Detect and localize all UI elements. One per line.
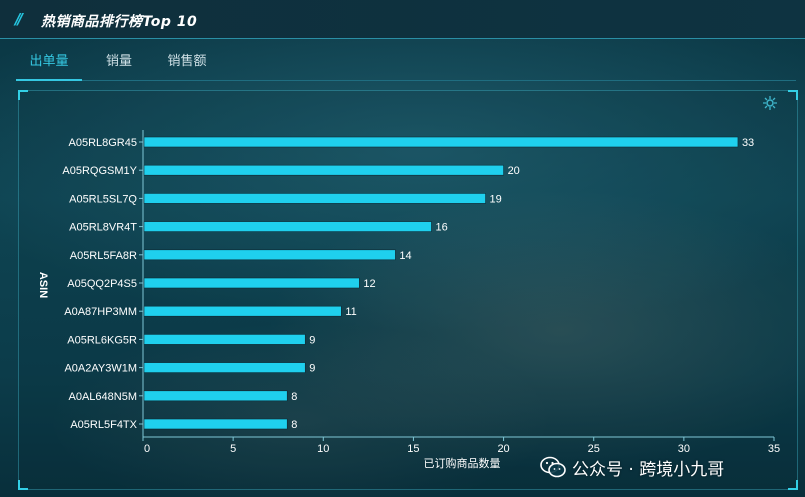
bar-value-label: 33: [742, 137, 754, 149]
tab-sales-amount[interactable]: 销售额: [167, 54, 207, 69]
panel-corner: [18, 480, 28, 490]
bar: [143, 362, 306, 373]
watermark-text: 公众号 · 跨境小九哥: [572, 459, 725, 480]
y-tick-label: A05QQ2P4S5: [67, 278, 137, 290]
y-tick-label: A0A87HP3MM: [64, 306, 137, 318]
y-tick-label: A05RL5SL7Q: [69, 193, 137, 205]
bar-value-label: 16: [435, 222, 447, 234]
wechat-icon: [540, 456, 566, 478]
bar-value-label: 8: [291, 419, 297, 431]
y-tick-label: A0A2AY3W1M: [64, 363, 137, 375]
x-tick-label: 15: [407, 443, 419, 455]
tab-orders[interactable]: 出单量: [16, 46, 82, 81]
panel-title: 热销商品排行榜Top 10: [41, 14, 198, 30]
chart-settings-icon[interactable]: [762, 95, 778, 111]
y-tick-label: A05RL5F4TX: [70, 419, 137, 431]
title-slash-icon: //: [15, 10, 23, 28]
bar-value-label: 12: [363, 278, 375, 290]
y-axis-title: ASIN: [37, 272, 49, 298]
bar-value-label: 9: [309, 363, 315, 375]
bar-value-label: 8: [291, 391, 297, 403]
bar: [143, 136, 739, 148]
x-tick-label: 5: [230, 443, 236, 455]
tab-bar: 出单量 销量 销售额: [16, 46, 796, 81]
panel-corner: [18, 90, 28, 100]
y-tick-label: A05RL5FA8R: [70, 250, 137, 262]
panel-header: // 热销商品排行榜Top 10: [0, 0, 805, 39]
y-tick-label: A05RL8VR4T: [69, 222, 137, 234]
bar: [143, 193, 486, 204]
bar-value-label: 11: [345, 306, 356, 318]
tab-sales-volume[interactable]: 销量: [105, 54, 132, 69]
panel-corner: [788, 90, 798, 100]
bar-value-label: 9: [309, 334, 315, 346]
bar: [143, 418, 288, 430]
bar: [143, 334, 306, 345]
panel-corner: [788, 480, 798, 490]
bar: [143, 164, 504, 176]
bar: [143, 221, 432, 232]
y-tick-label: A05RL6KG5R: [67, 334, 137, 346]
y-tick-label: A0AL648N5M: [69, 391, 138, 403]
x-tick-label: 0: [144, 443, 150, 455]
x-tick-label: 35: [768, 443, 780, 455]
x-tick-label: 25: [588, 443, 600, 455]
x-tick-label: 30: [678, 443, 690, 455]
bar-value-label: 14: [399, 250, 411, 262]
x-tick-label: 20: [497, 443, 509, 455]
watermark: 公众号 · 跨境小九哥: [540, 454, 724, 480]
x-axis-title: 已订购商品数量: [424, 456, 501, 470]
bar: [143, 390, 288, 402]
y-tick-label: A05RL8GR45: [69, 137, 138, 149]
x-tick-label: 10: [317, 443, 329, 455]
bar: [143, 249, 396, 261]
bar-value-label: 19: [490, 193, 502, 205]
bar: [143, 305, 342, 317]
bar: [143, 277, 360, 289]
bar-value-label: 20: [508, 165, 520, 177]
y-tick-label: A05RQGSM1Y: [62, 165, 137, 177]
